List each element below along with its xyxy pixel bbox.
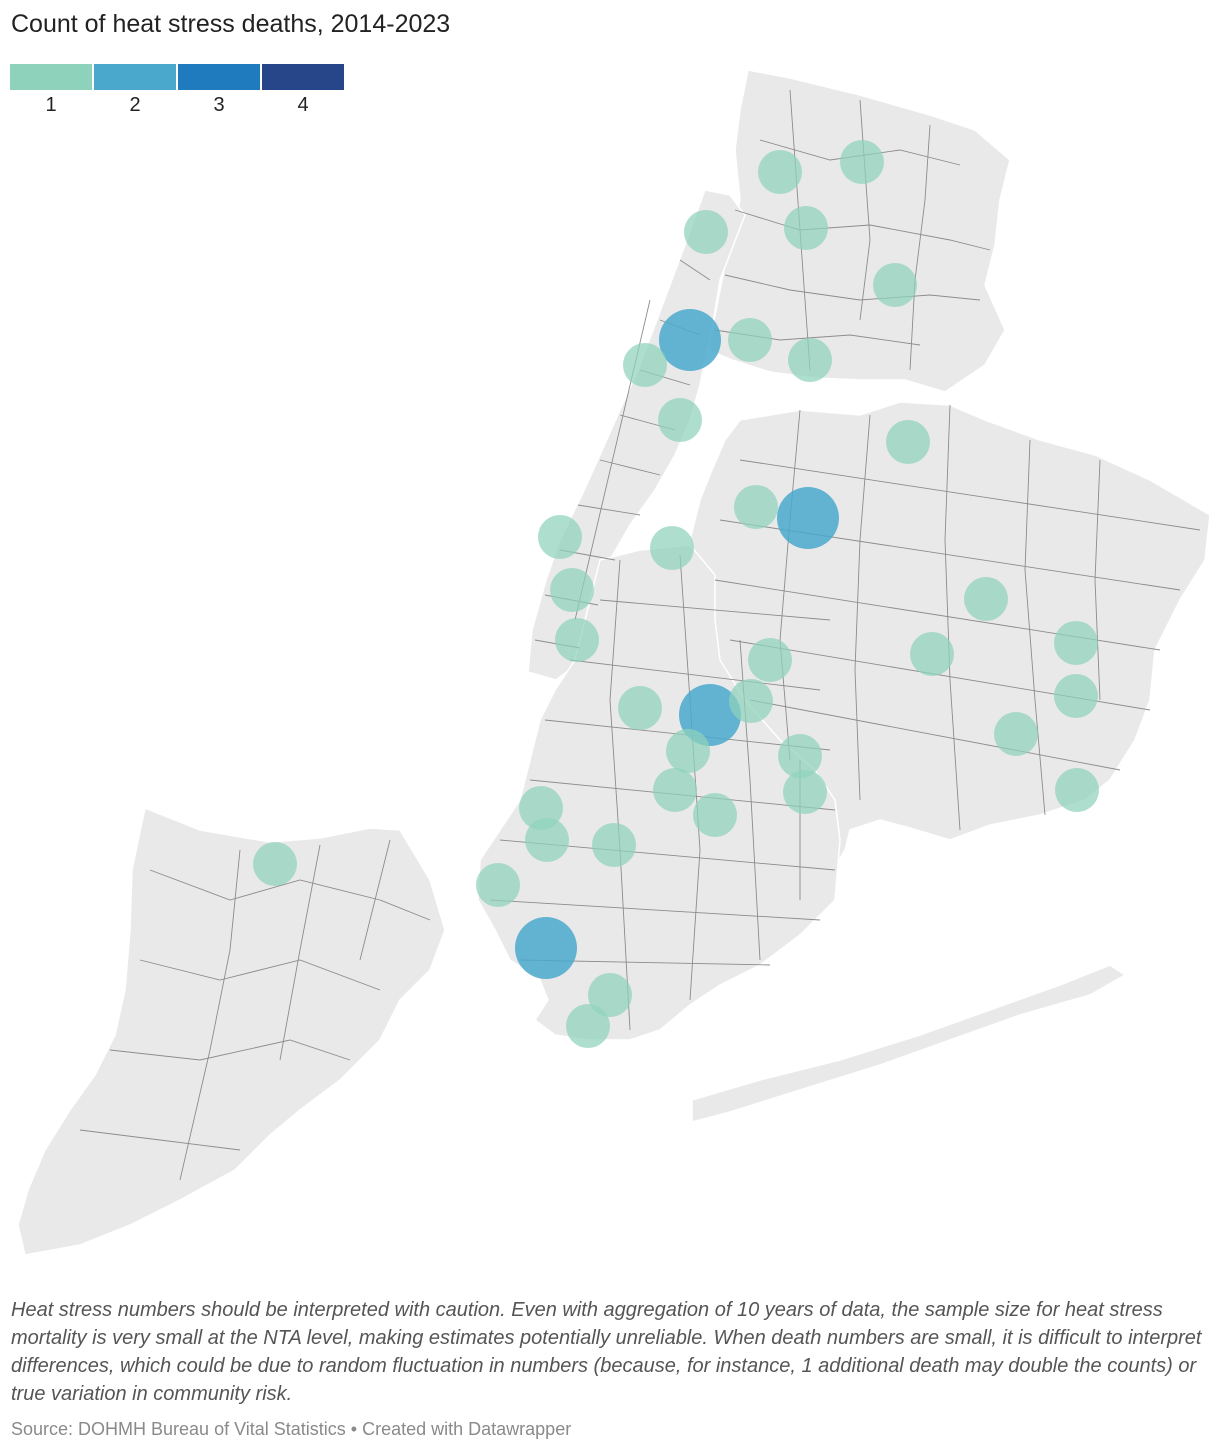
caution-note: Heat stress numbers should be interprete…: [11, 1299, 1202, 1405]
death-marker[interactable]: [555, 618, 599, 662]
legend-swatch-1: [10, 64, 92, 90]
death-marker[interactable]: [566, 1004, 610, 1048]
death-marker[interactable]: [588, 973, 632, 1017]
death-marker[interactable]: [994, 712, 1038, 756]
death-marker[interactable]: [550, 568, 594, 612]
death-marker[interactable]: [476, 863, 520, 907]
rockaway-shape: [691, 964, 1127, 1123]
death-marker[interactable]: [650, 526, 694, 570]
death-marker[interactable]: [873, 263, 917, 307]
death-marker[interactable]: [693, 793, 737, 837]
death-marker[interactable]: [1055, 768, 1099, 812]
legend-label-3: 3: [213, 94, 225, 116]
death-marker[interactable]: [758, 150, 802, 194]
death-marker[interactable]: [1054, 674, 1098, 718]
death-count-markers: [253, 140, 1099, 1048]
legend-label-2: 2: [129, 94, 141, 116]
death-marker[interactable]: [618, 686, 662, 730]
color-legend: 1 2 3 4: [10, 64, 346, 120]
death-marker[interactable]: [778, 734, 822, 778]
death-marker[interactable]: [653, 768, 697, 812]
death-marker[interactable]: [592, 823, 636, 867]
legend-swatch-4: [262, 64, 344, 90]
death-marker[interactable]: [623, 343, 667, 387]
legend-swatch-3: [178, 64, 260, 90]
death-marker[interactable]: [684, 210, 728, 254]
staten-island-shape: [17, 806, 446, 1256]
death-marker[interactable]: [728, 318, 772, 362]
death-marker[interactable]: [748, 638, 792, 682]
death-marker[interactable]: [788, 338, 832, 382]
legend-swatch-2: [94, 64, 176, 90]
death-marker[interactable]: [734, 485, 778, 529]
death-marker[interactable]: [515, 917, 577, 979]
death-marker[interactable]: [658, 398, 702, 442]
map-title: Count of heat stress deaths, 2014-2023: [11, 10, 451, 38]
death-marker[interactable]: [886, 420, 930, 464]
death-marker[interactable]: [253, 842, 297, 886]
borough-shapes: [17, 69, 1211, 1256]
death-marker[interactable]: [784, 206, 828, 250]
death-marker[interactable]: [783, 770, 827, 814]
death-marker[interactable]: [964, 577, 1008, 621]
neighborhood-boundaries: [79, 89, 1201, 1181]
death-marker[interactable]: [910, 632, 954, 676]
death-marker[interactable]: [659, 309, 721, 371]
death-marker[interactable]: [777, 487, 839, 549]
legend-label-1: 1: [45, 94, 57, 116]
death-marker[interactable]: [525, 818, 569, 862]
death-marker[interactable]: [840, 140, 884, 184]
legend-label-4: 4: [297, 94, 309, 116]
death-marker[interactable]: [729, 679, 773, 723]
source-credit: Source: DOHMH Bureau of Vital Statistics…: [11, 1419, 572, 1439]
death-marker[interactable]: [666, 729, 710, 773]
death-marker[interactable]: [538, 515, 582, 559]
death-marker[interactable]: [1054, 621, 1098, 665]
